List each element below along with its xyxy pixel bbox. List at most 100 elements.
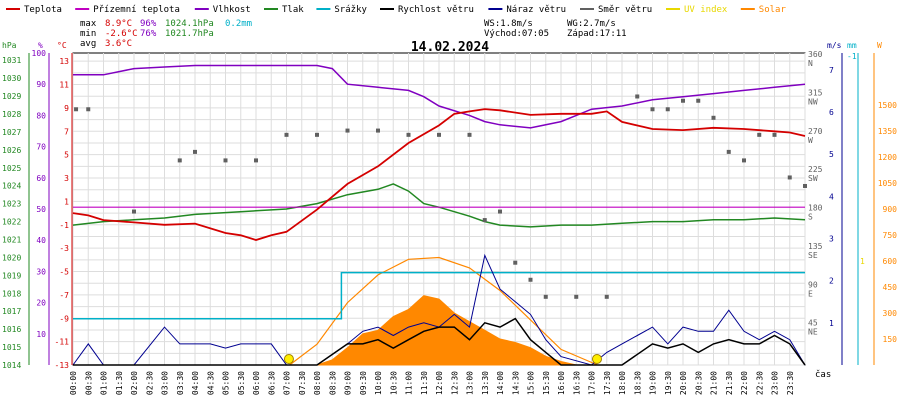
wind-tick-label: 1 <box>829 319 834 328</box>
stats-max-temp: 8.9°C <box>105 19 132 29</box>
wind-gust-line <box>72 253 806 366</box>
x-tick-label: 06:30 <box>267 371 276 395</box>
temp-tick-label: -13 <box>55 361 70 370</box>
wind-direction-point <box>772 132 777 137</box>
direction-tick-label: E <box>808 289 813 298</box>
direction-tick-label: 135 <box>808 242 823 251</box>
sunset: Západ:17:11 <box>567 29 627 39</box>
x-tick-label: 09:00 <box>344 371 353 395</box>
chart-title: 14.02.2024 <box>411 40 489 55</box>
x-tick-label: 22:30 <box>755 371 764 395</box>
direction-tick-label: 315 <box>808 88 823 97</box>
x-tick-label: 18:30 <box>633 371 642 395</box>
direction-tick-label: SW <box>808 174 818 183</box>
stats-max-hum: 96% <box>140 19 157 29</box>
wind-direction-point <box>650 107 655 112</box>
wind-direction-point <box>482 218 487 223</box>
pressure-tick-label: 1016 <box>2 325 21 334</box>
x-tick-label: 14:00 <box>496 371 505 395</box>
temp-tick-label: -11 <box>55 338 70 347</box>
humidity-line <box>73 64 806 129</box>
wind-direction-point <box>132 209 136 214</box>
solar-tick-label: 450 <box>883 283 898 292</box>
direction-tick-label: W <box>808 136 813 145</box>
wind-tick-label: 4 <box>829 192 834 201</box>
humidity-tick-label: 80 <box>36 111 46 120</box>
stats-avg-temp: 3.6°C <box>105 39 132 49</box>
x-tick-label: 10:30 <box>389 371 398 395</box>
solar-tick-label: 1050 <box>878 179 897 188</box>
pressure-tick-label: 1029 <box>2 92 21 101</box>
x-tick-label: 23:30 <box>786 371 795 395</box>
wind-direction-point <box>223 158 228 163</box>
temperature-line <box>72 108 806 241</box>
x-tick-label: 20:30 <box>694 371 703 395</box>
pressure-tick-label: 1027 <box>2 128 21 137</box>
x-tick-label: 15:30 <box>542 371 551 395</box>
plot-area <box>72 64 807 366</box>
temp-tick-label: -9 <box>59 314 69 323</box>
stats-min-press: 1021.7hPa <box>165 29 214 39</box>
legend-label: Srážky <box>334 5 367 15</box>
solar-tick-label: 750 <box>883 231 898 240</box>
x-tick-label: 13:00 <box>466 371 475 395</box>
legend-label: UV index <box>684 5 728 15</box>
x-tick-label: 01:00 <box>100 371 109 395</box>
stats-box: max 8.9°C 96% 1024.1hPa 0.2mm min -2.6°C… <box>80 19 252 49</box>
wind-info: WS:1.8m/s WG:2.7m/s Východ:07:05 Západ:1… <box>484 19 627 39</box>
x-tick-label: 21:00 <box>710 371 719 395</box>
axis-units: hPa % °C m/s mm W <box>2 41 882 50</box>
x-tick-label: 08:30 <box>328 371 337 395</box>
temp-tick-label: 5 <box>64 151 69 160</box>
x-tick-label: 04:30 <box>206 371 215 395</box>
wind-direction-point <box>437 132 441 137</box>
sun-marker <box>591 354 602 364</box>
stats-max-rain: 0.2mm <box>225 19 252 29</box>
humidity-tick-label: 10 <box>36 330 46 339</box>
temp-tick-label: -7 <box>59 291 69 300</box>
wind-direction-point <box>376 128 380 133</box>
pressure-tick-label: 1026 <box>2 146 21 155</box>
pressure-tick-label: 1030 <box>2 74 21 83</box>
humidity-tick-label: 20 <box>36 299 46 308</box>
x-tick-label: 22:00 <box>740 371 749 395</box>
direction-tick-label: N <box>808 59 813 68</box>
x-tick-label: 04:00 <box>191 371 200 395</box>
x-tick-label: 16:30 <box>572 371 581 395</box>
unit-pct: % <box>38 41 43 50</box>
wind-direction-point <box>635 94 640 99</box>
wind-direction-point <box>74 107 79 112</box>
solar-tick-label: 1350 <box>878 127 897 136</box>
direction-tick-label: SE <box>808 251 818 260</box>
legend-label: Směr větru <box>598 5 652 15</box>
wind-direction-point <box>665 107 670 112</box>
sunrise: Východ:07:05 <box>484 29 549 39</box>
wind-direction-point <box>406 132 411 137</box>
x-tick-label: 00:30 <box>84 371 93 395</box>
x-tick-label: 19:30 <box>664 371 673 395</box>
direction-tick-label: 270 <box>808 127 823 136</box>
stats-max-label: max <box>80 19 97 29</box>
pressure-tick-label: 1025 <box>2 164 21 173</box>
wind-ws: WS:1.8m/s <box>484 19 533 29</box>
direction-tick-label: NW <box>808 97 818 106</box>
pressure-tick-label: 1023 <box>2 200 21 209</box>
temp-tick-label: 1 <box>64 197 69 206</box>
solar-tick-label: 1500 <box>878 101 897 110</box>
wind-tick-label: 3 <box>829 235 834 244</box>
wind-direction-point <box>726 149 731 154</box>
unit-hpa: hPa <box>2 41 17 50</box>
x-tick-label: 06:00 <box>252 371 261 395</box>
pressure-tick-label: 1022 <box>2 218 21 227</box>
direction-tick-label: NE <box>808 328 818 337</box>
pressure-tick-label: 1018 <box>2 289 21 298</box>
temp-tick-label: -3 <box>59 244 69 253</box>
humidity-tick-label: 90 <box>36 80 46 89</box>
solar-tick-label: 900 <box>883 205 898 214</box>
wind-direction-point <box>803 183 807 188</box>
rain-line <box>73 271 805 320</box>
temp-tick-label: -5 <box>59 268 69 277</box>
solar-tick-label: 1200 <box>878 153 897 162</box>
direction-tick-label: 180 <box>808 204 823 213</box>
stats-max-press: 1024.1hPa <box>165 19 214 29</box>
